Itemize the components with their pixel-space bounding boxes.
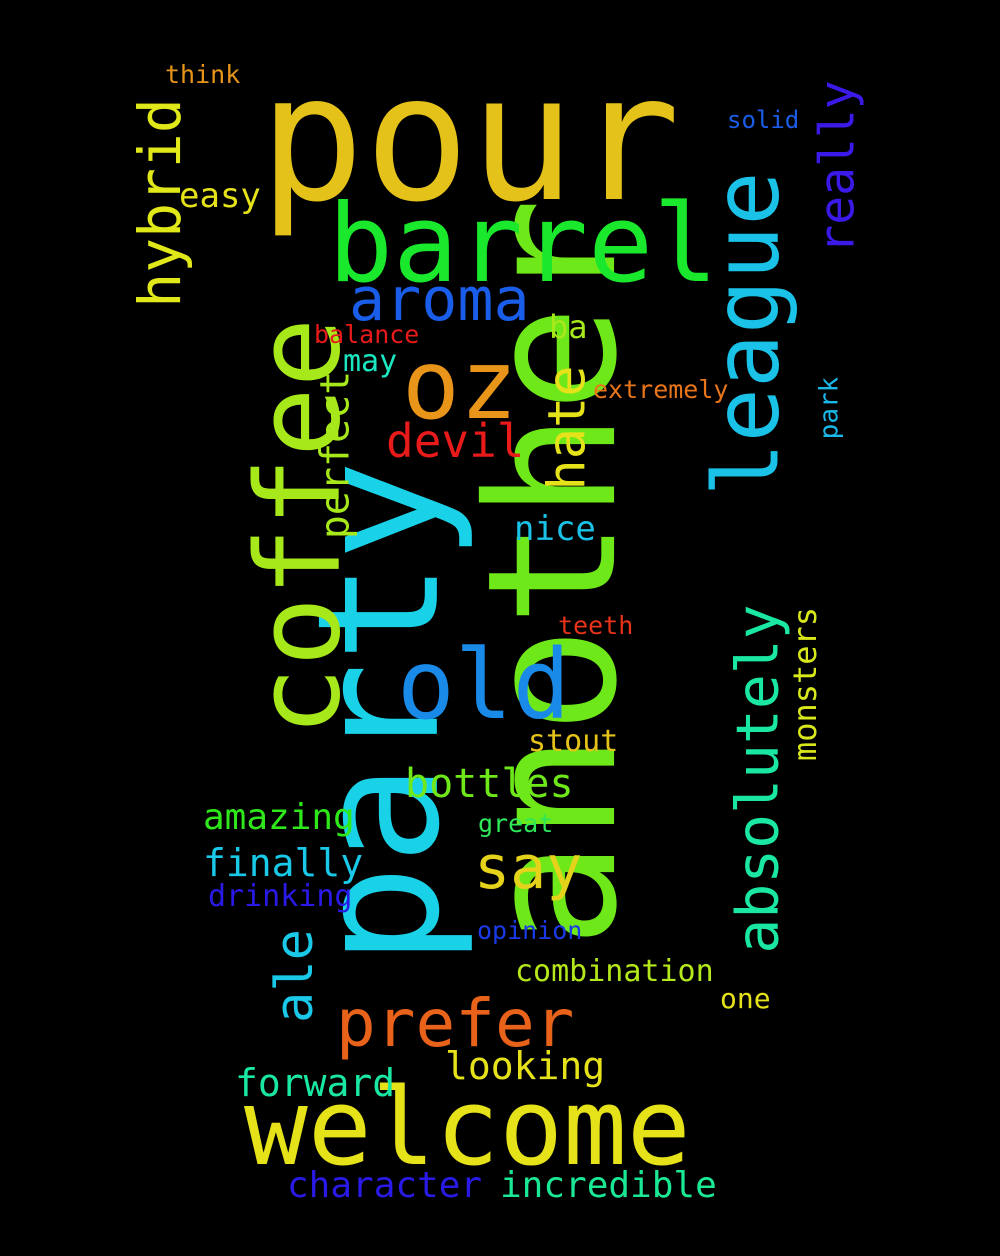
word-think: think: [165, 60, 241, 89]
word-aroma: aroma: [349, 265, 530, 335]
word-drinking: drinking: [208, 879, 353, 914]
word-looking: looking: [445, 1044, 606, 1088]
word-absolutely: absolutely: [723, 604, 792, 954]
word-really: really: [809, 80, 866, 254]
word-easy: easy: [179, 176, 261, 216]
word-extremely: extremely: [593, 375, 729, 404]
word-combination: combination: [515, 954, 714, 989]
word-forward: forward: [235, 1061, 396, 1105]
word-park: park: [814, 376, 845, 440]
word-monsters: monsters: [786, 606, 825, 762]
word-devil: devil: [386, 414, 525, 468]
word-character: character: [287, 1165, 483, 1206]
word-great: great: [478, 809, 554, 838]
word-ba: ba: [549, 308, 588, 346]
word-pour: pour: [259, 38, 681, 241]
word-prefer: prefer: [336, 985, 575, 1062]
word-opinion: opinion: [477, 916, 583, 945]
word-one: one: [720, 982, 771, 1015]
word-may: may: [343, 344, 398, 379]
word-teeth: teeth: [558, 611, 634, 640]
word-incredible: incredible: [500, 1165, 717, 1206]
word-amazing: amazing: [203, 797, 355, 838]
word-ale: ale: [264, 929, 325, 1023]
word-balance: balance: [314, 320, 420, 349]
word-barrel: barrel: [328, 182, 719, 307]
word-oz: oz: [402, 329, 518, 441]
word-say: say: [474, 833, 583, 903]
word-old: old: [397, 629, 571, 741]
word-bottles: bottles: [405, 761, 574, 807]
word-league: league: [694, 171, 800, 497]
word-welcome: welcome: [244, 1066, 691, 1189]
word-finally: finally: [203, 841, 364, 885]
word-nice: nice: [514, 509, 596, 549]
word-perfect: perfect: [312, 370, 359, 540]
word-stout: stout: [528, 724, 619, 759]
word-solid: solid: [727, 106, 800, 134]
word-hate: hate: [537, 365, 598, 491]
